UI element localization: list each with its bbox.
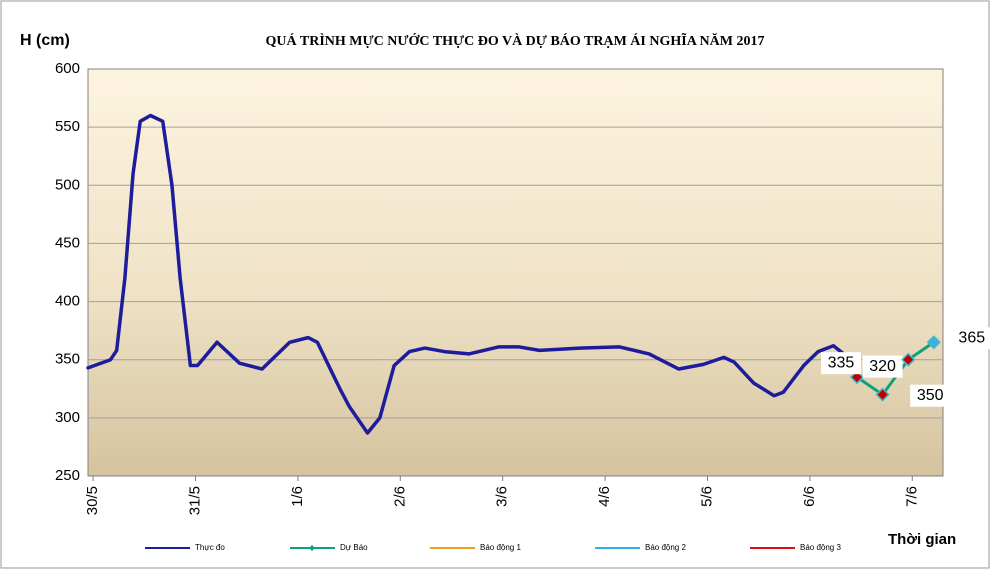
x-tick-label: 7/6 [903,486,920,507]
data-label-box [951,327,992,350]
x-tick-label: 30/5 [84,486,101,515]
point-marker [926,335,941,350]
legend-label: Báo động 1 [480,543,521,552]
x-tick-label: 4/6 [596,486,613,507]
x-tick-label: 31/5 [186,486,203,515]
data-label-box [862,355,903,378]
point-marker [849,370,865,385]
x-tick-label: 3/6 [494,486,511,507]
legend-label: Thực đo [195,543,225,552]
data-label: 335 [828,354,855,371]
x-tick-label: 2/6 [391,486,408,507]
x-tick-label: 6/6 [801,486,818,507]
y-tick-label: 400 [55,293,80,310]
chart-title: QUÁ TRÌNH MỰC NƯỚC THỰC ĐO VÀ DỰ BÁO TRẠ… [266,31,765,49]
legend-label: Báo động 2 [645,543,686,552]
data-label-box [820,352,861,375]
x-tick-label: 5/6 [698,486,715,507]
x-tick-label: 1/6 [289,486,306,507]
point-marker [901,352,916,367]
y-axis-label: H (cm) [20,32,70,49]
data-label-box [910,384,951,407]
y-tick-label: 450 [55,234,80,251]
data-label: 365 [958,329,985,346]
plot-area [87,68,944,477]
point-marker [875,387,890,402]
y-tick-label: 500 [55,176,80,193]
y-tick-label: 250 [55,467,80,484]
y-tick-label: 350 [55,351,80,368]
y-tick-label: 600 [55,60,80,77]
legend-label: Báo động 3 [800,543,841,552]
y-tick-label: 550 [55,118,80,135]
x-axis-label: Thời gian [888,531,956,548]
y-tick-label: 300 [55,409,80,426]
series-line [86,113,859,435]
data-label: 320 [869,358,896,375]
legend-marker [309,545,315,551]
data-label: 350 [917,387,944,404]
legend-label: Dự Báo [340,543,368,552]
